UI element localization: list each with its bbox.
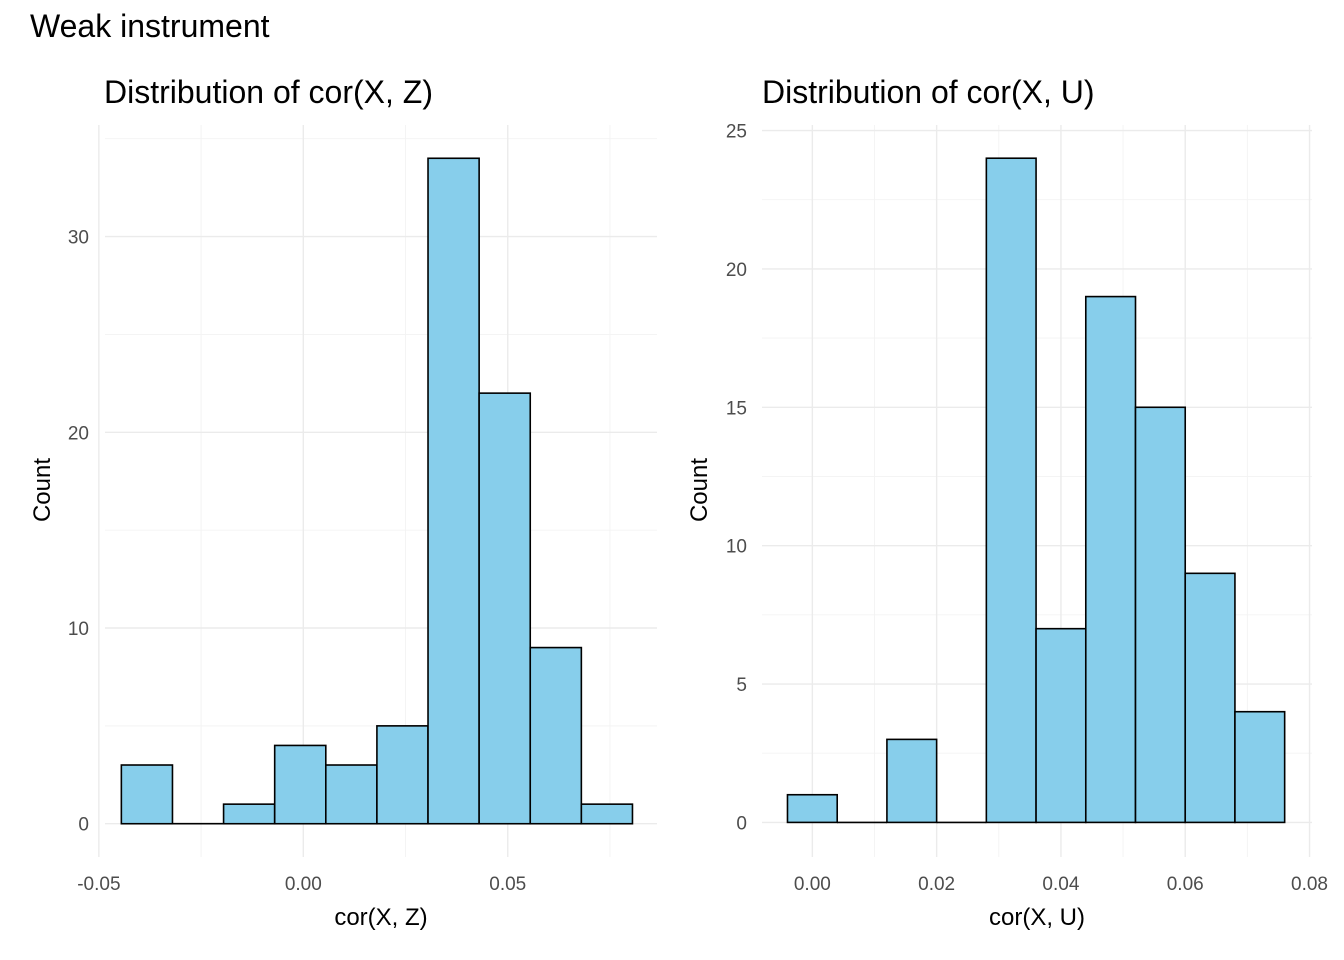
y-tick-label: 10 xyxy=(726,537,747,558)
histogram-bar xyxy=(1035,627,1087,824)
y-tick-label: 30 xyxy=(68,228,89,249)
y-tick-label: 0 xyxy=(78,815,89,836)
histogram-bar xyxy=(1084,295,1137,824)
histogram-bar xyxy=(324,764,378,825)
x-tick-label: 0.00 xyxy=(285,874,322,895)
histogram-bar xyxy=(1184,572,1236,824)
x-axis-title: cor(X, Z) xyxy=(334,904,427,931)
y-axis-title: Count xyxy=(686,458,713,522)
x-tick-label: 0.00 xyxy=(794,874,831,895)
x-tick-label: 0.06 xyxy=(1167,874,1204,895)
histogram-bar xyxy=(1234,710,1286,824)
x-tick-label: 0.02 xyxy=(918,874,955,895)
histogram-bar xyxy=(580,803,634,825)
histogram-bar xyxy=(1134,406,1187,824)
x-tick-label: 0.05 xyxy=(489,874,526,895)
y-tick-label: 10 xyxy=(68,619,89,640)
y-tick-label: 0 xyxy=(736,813,747,834)
y-tick-label: 20 xyxy=(68,423,89,444)
y-tick-label: 20 xyxy=(726,260,747,281)
histogram-bar xyxy=(529,646,583,825)
x-tick-label: 0.04 xyxy=(1042,874,1079,895)
chart-panel-1: -0.05 0.00 0.05 0 10 20 30 Distribution of cor(… xyxy=(29,74,657,931)
x-tick-label: -0.05 xyxy=(77,874,120,895)
histogram-bar xyxy=(427,157,480,825)
y-axis-title: Count xyxy=(29,458,56,522)
y-tick-label: 25 xyxy=(726,122,747,143)
overall-title: Weak instrument xyxy=(30,8,270,44)
histogram-bar xyxy=(273,744,327,825)
chart-panel-2: 0.00 0.02 0.04 0.06 0.08 0 5 10 15 20 25 Distributi… xyxy=(686,74,1328,931)
chart-title: Distribution of cor(X, U) xyxy=(762,74,1095,110)
histogram-bar xyxy=(120,764,174,825)
histogram-bar xyxy=(222,803,276,825)
histogram-bar xyxy=(985,157,1037,824)
histogram-bar xyxy=(478,392,532,825)
histogram-bar xyxy=(886,738,938,824)
y-tick-label: 15 xyxy=(726,398,747,419)
histogram-bar xyxy=(376,725,429,825)
y-tick-label: 5 xyxy=(736,675,747,696)
chart-title: Distribution of cor(X, Z) xyxy=(104,74,433,110)
histogram-bar xyxy=(786,793,838,824)
x-axis-title: cor(X, U) xyxy=(989,904,1085,931)
x-tick-label: 0.08 xyxy=(1291,874,1328,895)
